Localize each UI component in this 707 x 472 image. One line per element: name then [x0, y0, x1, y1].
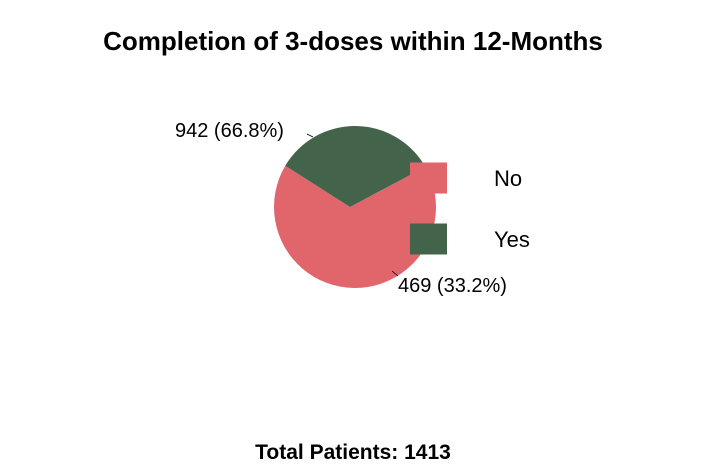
pie-slice-yes: [285, 126, 426, 207]
data-label-yes: 469 (33.2%): [398, 275, 507, 297]
legend-swatch-no: [410, 162, 447, 194]
data-labels: 942 (66.8%) 469 (33.2%): [175, 120, 507, 297]
leader-line-yes: [391, 270, 399, 277]
pie-slice-no: [273, 165, 436, 289]
chart-caption: Total Patients: 1413: [255, 441, 451, 464]
leader-line-no: [306, 133, 314, 138]
data-label-no: 942 (66.8%): [175, 120, 284, 142]
legend-swatch-yes: [410, 223, 447, 255]
legend-label-yes: Yes: [494, 227, 530, 252]
legend-label-no: No: [494, 166, 522, 191]
legend: No Yes: [410, 162, 530, 255]
pie: [273, 126, 436, 289]
chart-title: Completion of 3-doses within 12-Months: [103, 26, 603, 56]
